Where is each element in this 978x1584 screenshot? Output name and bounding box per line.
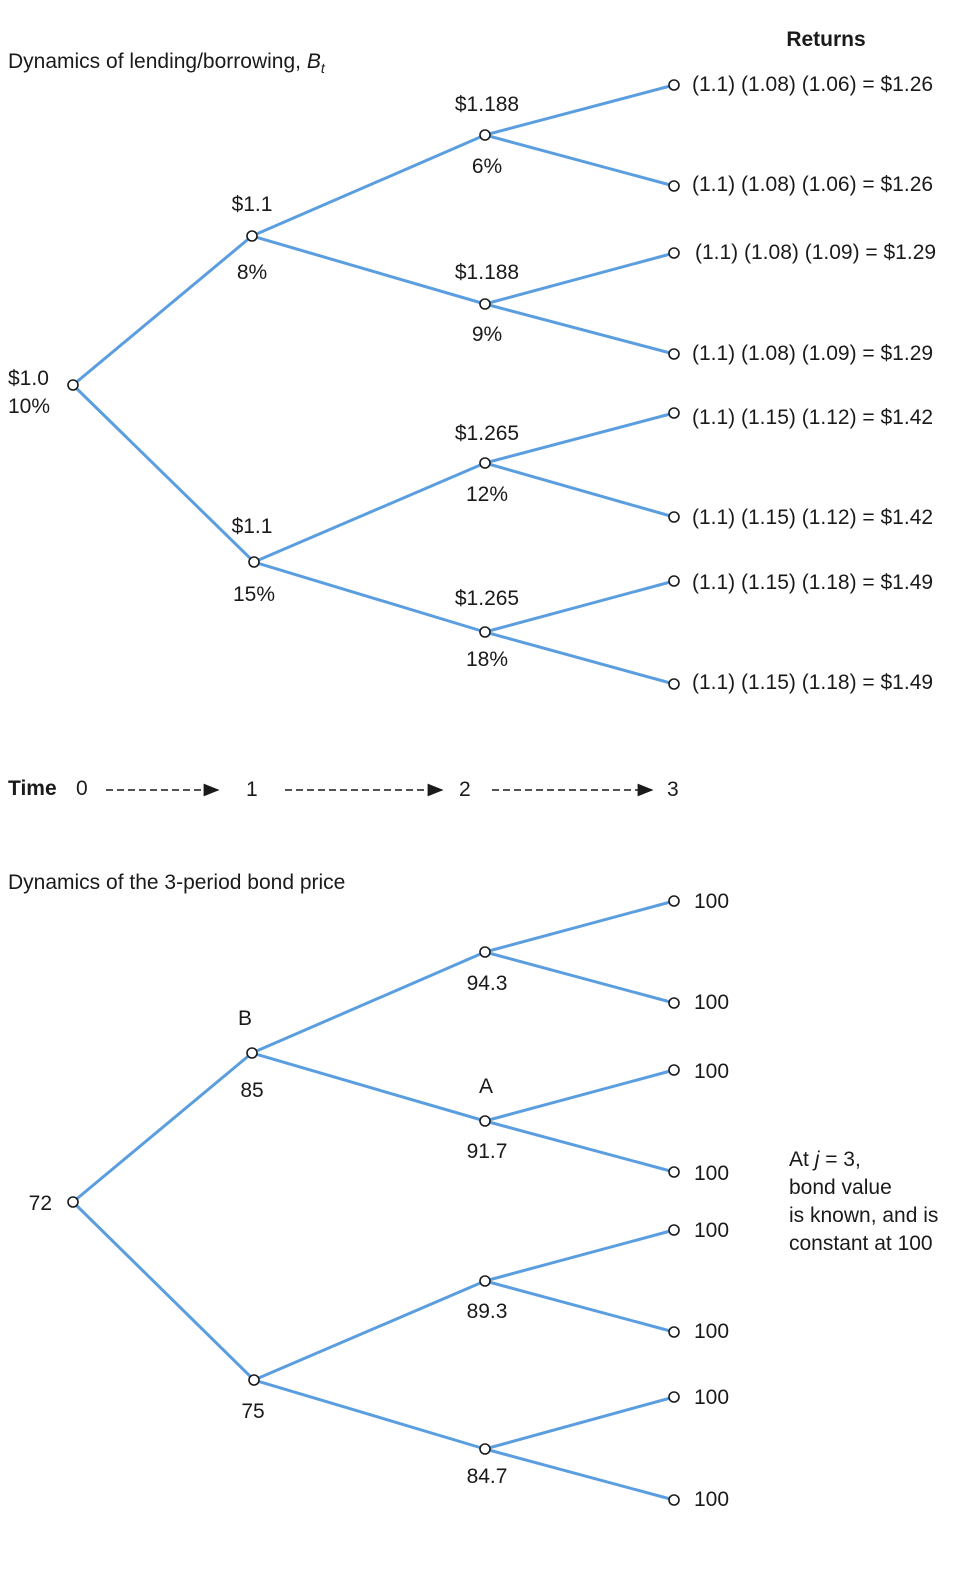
top-title: Dynamics of lending/borrowing, Bt bbox=[8, 50, 326, 76]
bottom-leaf-value: 100 bbox=[694, 1060, 729, 1083]
time-tick: 1 bbox=[246, 778, 258, 801]
top-leaf-node bbox=[668, 247, 680, 259]
top-t2-value: $1.265 bbox=[455, 422, 519, 445]
returns-header: Returns bbox=[786, 28, 865, 51]
bottom-leaf-value: 100 bbox=[694, 890, 729, 913]
top-nodes bbox=[67, 79, 680, 690]
bottom-leaf-node bbox=[668, 1064, 680, 1076]
top-t1-up-value: $1.1 bbox=[232, 193, 273, 216]
bottom-edges bbox=[71, 899, 676, 1502]
bottom-root-value: 72 bbox=[29, 1192, 52, 1215]
bottom-leaf-value: 100 bbox=[694, 991, 729, 1014]
top-leaf-node bbox=[668, 511, 680, 523]
bottom-t2-value: 89.3 bbox=[467, 1300, 508, 1323]
top-root-rate: 10% bbox=[8, 395, 50, 418]
note-line: bond value bbox=[789, 1176, 892, 1199]
time-tick: 0 bbox=[76, 777, 88, 800]
top-t2-value: $1.188 bbox=[455, 93, 519, 116]
bottom-leaf-value: 100 bbox=[694, 1488, 729, 1511]
bottom-t2-node bbox=[479, 1275, 491, 1287]
note-line: is known, and is bbox=[789, 1204, 938, 1227]
top-leaf-node bbox=[668, 79, 680, 91]
time-tick: 2 bbox=[459, 778, 471, 801]
time-label: Time bbox=[8, 777, 57, 800]
bottom-t1-up-value: 85 bbox=[240, 1079, 263, 1102]
note-line: At j = 3, bbox=[789, 1148, 861, 1171]
bottom-t2-node bbox=[479, 946, 491, 958]
bottom-t1-down-value: 75 bbox=[241, 1400, 264, 1423]
top-t1-up-node bbox=[246, 230, 258, 242]
bottom-title: Dynamics of the 3-period bond price bbox=[8, 871, 345, 894]
return-formula: (1.1) (1.15) (1.12) = $1.42 bbox=[692, 406, 933, 429]
terminal-note: At j = 3, bond value is known, and is co… bbox=[789, 1148, 938, 1255]
top-t2-node bbox=[479, 298, 491, 310]
bottom-leaf-node bbox=[668, 1391, 680, 1403]
bottom-t2-node bbox=[479, 1443, 491, 1455]
return-formula: (1.1) (1.08) (1.09) = $1.29 bbox=[695, 241, 936, 264]
bottom-leaf-node bbox=[668, 1166, 680, 1178]
top-t1-down-node bbox=[248, 556, 260, 568]
bottom-root-node bbox=[67, 1196, 79, 1208]
bottom-t2-value: 91.7 bbox=[467, 1140, 508, 1163]
top-t2-rate: 6% bbox=[472, 155, 502, 178]
top-t2-rate: 9% bbox=[472, 323, 502, 346]
return-formula: (1.1) (1.08) (1.06) = $1.26 bbox=[692, 173, 933, 196]
top-t2-node bbox=[479, 457, 491, 469]
bottom-leaf-node bbox=[668, 895, 680, 907]
top-root-value: $1.0 bbox=[8, 367, 49, 390]
bottom-leaf-node bbox=[668, 1224, 680, 1236]
bottom-leaf-value: 100 bbox=[694, 1386, 729, 1409]
note-line: constant at 100 bbox=[789, 1232, 933, 1255]
bottom-leaf-node bbox=[668, 1326, 680, 1338]
bottom-leaf-value: 100 bbox=[694, 1162, 729, 1185]
top-leaf-node bbox=[668, 348, 680, 360]
bottom-t1-up-node bbox=[246, 1047, 258, 1059]
top-edges bbox=[71, 83, 676, 686]
return-formula: (1.1) (1.15) (1.18) = $1.49 bbox=[692, 571, 933, 594]
top-leaf-node bbox=[668, 678, 680, 690]
time-tick: 3 bbox=[667, 778, 679, 801]
bottom-nodes bbox=[67, 895, 680, 1506]
return-formula: (1.1) (1.15) (1.12) = $1.42 bbox=[692, 506, 933, 529]
top-t1-down-value: $1.1 bbox=[232, 515, 273, 538]
bottom-node-tag: B bbox=[238, 1007, 252, 1030]
top-t2-rate: 18% bbox=[466, 648, 508, 671]
top-t2-node bbox=[479, 129, 491, 141]
bottom-leaf-node bbox=[668, 1494, 680, 1506]
bottom-t2-value: 94.3 bbox=[467, 972, 508, 995]
bottom-leaf-node bbox=[668, 997, 680, 1009]
bottom-t2-value: 84.7 bbox=[467, 1465, 508, 1488]
top-leaf-node bbox=[668, 575, 680, 587]
top-t2-rate: 12% bbox=[466, 483, 508, 506]
return-formula: (1.1) (1.08) (1.06) = $1.26 bbox=[692, 73, 933, 96]
top-t1-up-rate: 8% bbox=[237, 261, 267, 284]
bottom-t2-node bbox=[479, 1115, 491, 1127]
top-t2-value: $1.265 bbox=[455, 587, 519, 610]
top-leaf-node bbox=[668, 180, 680, 192]
bottom-node-tag: A bbox=[479, 1075, 493, 1098]
bottom-leaf-value: 100 bbox=[694, 1219, 729, 1242]
bottom-t1-down-node bbox=[248, 1374, 260, 1386]
top-t1-down-rate: 15% bbox=[233, 583, 275, 606]
top-root-node bbox=[67, 379, 79, 391]
top-leaf-node bbox=[668, 407, 680, 419]
top-t2-value: $1.188 bbox=[455, 261, 519, 284]
bottom-leaf-value: 100 bbox=[694, 1320, 729, 1343]
return-formula: (1.1) (1.08) (1.09) = $1.29 bbox=[692, 342, 933, 365]
top-t2-node bbox=[479, 626, 491, 638]
return-formula: (1.1) (1.15) (1.18) = $1.49 bbox=[692, 671, 933, 694]
